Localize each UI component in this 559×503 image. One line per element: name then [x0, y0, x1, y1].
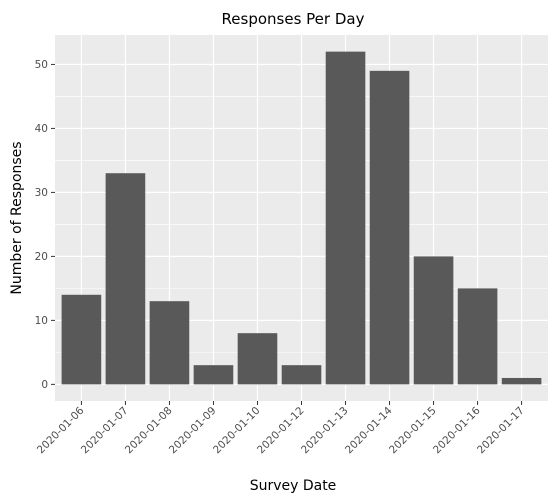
bars-group	[61, 51, 542, 385]
y-axis: 0 10 20 30 40 50	[35, 59, 55, 391]
chart-title: Responses Per Day	[222, 10, 365, 28]
x-tick-label: 2020-01-17	[475, 405, 527, 457]
y-tick-label: 0	[41, 379, 48, 391]
y-tick-label: 10	[35, 315, 48, 327]
y-tick-label: 20	[35, 251, 48, 263]
bar-2020-01-06	[61, 294, 102, 385]
bar-2020-01-17	[501, 377, 542, 385]
bar-2020-01-09	[193, 365, 234, 385]
y-tick-label: 50	[35, 59, 48, 71]
bar-2020-01-13	[325, 51, 366, 385]
bar-2020-01-14	[369, 70, 410, 385]
bar-2020-01-12	[281, 365, 322, 385]
bar-2020-01-07	[105, 173, 146, 385]
y-tick-label: 40	[35, 123, 48, 135]
x-axis: 2020-01-062020-01-072020-01-082020-01-09…	[35, 401, 527, 456]
y-axis-title: Number of Responses	[9, 141, 25, 294]
bar-2020-01-15	[413, 256, 454, 385]
bar-2020-01-08	[149, 301, 190, 385]
y-tick-label: 30	[35, 187, 48, 199]
bar-2020-01-16	[457, 288, 498, 385]
bar-2020-01-10	[237, 333, 278, 385]
x-axis-title: Survey Date	[250, 478, 337, 494]
